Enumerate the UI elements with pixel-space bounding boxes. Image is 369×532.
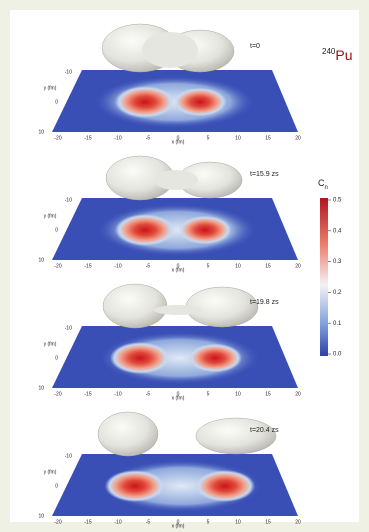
colorbar-tick-label: 0.2 bbox=[333, 290, 342, 296]
time-label: t=19.8 zs bbox=[250, 299, 279, 306]
y-axis-label: y (fm) bbox=[44, 213, 57, 219]
nucleus-lobe bbox=[102, 283, 168, 329]
x-tick-label: 0 bbox=[177, 135, 180, 141]
density-blob bbox=[178, 215, 232, 245]
density-blob bbox=[195, 470, 255, 502]
x-tick-label: -5 bbox=[146, 391, 151, 397]
y-axis-label: y (fm) bbox=[44, 469, 57, 475]
isotope-mass: 240 bbox=[322, 47, 336, 56]
x-tick-label: 15 bbox=[265, 519, 271, 525]
panel: -20 -15 -10 -5 0 5 10 15 20 x (fm) -10 0 10 y (fm) t=1… bbox=[38, 155, 301, 273]
x-tick-label: 0 bbox=[177, 391, 180, 397]
x-tick-label: 0 bbox=[177, 263, 180, 269]
x-tick-label: 15 bbox=[265, 263, 271, 269]
y-axis-label: y (fm) bbox=[44, 85, 57, 91]
colorbar-gradient bbox=[320, 198, 328, 356]
y-tick-label: 0 bbox=[55, 355, 58, 361]
time-label: t=0 bbox=[250, 43, 260, 50]
density-blob bbox=[188, 343, 242, 373]
x-tick-label: 5 bbox=[207, 135, 210, 141]
x-tick-label: 20 bbox=[295, 519, 301, 525]
panel: -20 -15 -10 -5 0 5 10 15 20 x (fm) -10 0 10 y (fm) t=0 bbox=[38, 23, 301, 145]
colorbar-symbol: C bbox=[318, 178, 325, 188]
x-tick-label: 20 bbox=[295, 391, 301, 397]
nucleus-neck bbox=[154, 305, 202, 315]
x-tick-label: 10 bbox=[235, 391, 241, 397]
y-tick-label: 10 bbox=[38, 257, 44, 263]
x-tick-label: -15 bbox=[84, 263, 91, 269]
x-tick-label: -20 bbox=[54, 135, 61, 141]
x-axis-label: x (fm) bbox=[172, 395, 185, 401]
x-tick-label: -5 bbox=[146, 263, 151, 269]
y-tick-label: 10 bbox=[38, 513, 44, 519]
y-tick-label: 10 bbox=[38, 129, 44, 135]
y-tick-label: -10 bbox=[65, 325, 72, 331]
x-tick-label: 0 bbox=[177, 519, 180, 525]
y-axis-label: y (fm) bbox=[44, 341, 57, 347]
x-tick-label: -15 bbox=[84, 135, 91, 141]
y-tick-label: 0 bbox=[55, 227, 58, 233]
y-tick-label: -10 bbox=[65, 197, 72, 203]
nucleus-neck bbox=[142, 32, 198, 68]
x-tick-label: -5 bbox=[146, 519, 151, 525]
x-tick-label: -20 bbox=[54, 519, 61, 525]
density-blob bbox=[110, 342, 170, 374]
nucleus-lobe bbox=[97, 411, 159, 457]
x-tick-label: 5 bbox=[207, 519, 210, 525]
y-tick-label: 0 bbox=[55, 99, 58, 105]
x-tick-label: 5 bbox=[207, 263, 210, 269]
nucleus-neck bbox=[154, 170, 198, 190]
x-axis-label: x (fm) bbox=[172, 523, 185, 529]
x-tick-label: 15 bbox=[265, 135, 271, 141]
x-tick-label: 10 bbox=[235, 263, 241, 269]
density-blob bbox=[115, 214, 175, 246]
colorbar-tick-label: 0.0 bbox=[333, 352, 342, 358]
colorbar-label: Cn bbox=[318, 178, 328, 190]
x-tick-label: 20 bbox=[295, 135, 301, 141]
x-tick-label: 10 bbox=[235, 519, 241, 525]
density-blob bbox=[173, 87, 227, 117]
x-tick-label: -10 bbox=[114, 391, 121, 397]
y-tick-label: 10 bbox=[38, 385, 44, 391]
time-label: t=20.4 zs bbox=[250, 427, 279, 434]
x-tick-label: -20 bbox=[54, 391, 61, 397]
x-tick-label: 20 bbox=[295, 263, 301, 269]
x-axis-label: x (fm) bbox=[172, 139, 185, 145]
nucleus-lobe bbox=[195, 417, 277, 455]
isotope-label: 240Pu bbox=[322, 47, 352, 63]
x-tick-label: -10 bbox=[114, 263, 121, 269]
isotope-symbol: Pu bbox=[335, 47, 352, 63]
y-tick-label: -10 bbox=[65, 453, 72, 459]
colorbar-tick-label: 0.4 bbox=[333, 228, 342, 234]
x-tick-label: 10 bbox=[235, 135, 241, 141]
x-tick-label: -15 bbox=[84, 391, 91, 397]
panel: -20 -15 -10 -5 0 5 10 15 20 x (fm) -10 0 10 y (fm) t=1… bbox=[38, 283, 301, 401]
x-tick-label: 5 bbox=[207, 391, 210, 397]
y-tick-label: -10 bbox=[65, 69, 72, 75]
x-tick-label: -15 bbox=[84, 519, 91, 525]
x-tick-label: 15 bbox=[265, 391, 271, 397]
x-tick-label: -10 bbox=[114, 135, 121, 141]
x-tick-label: -10 bbox=[114, 519, 121, 525]
colorbar-tick-label: 0.5 bbox=[333, 198, 342, 204]
time-label: t=15.9 zs bbox=[250, 171, 279, 178]
x-tick-label: -20 bbox=[54, 263, 61, 269]
panel: -20 -15 -10 -5 0 5 10 15 20 x (fm) -10 0 10 y (fm) t=2… bbox=[38, 411, 301, 529]
y-tick-label: 0 bbox=[55, 483, 58, 489]
x-tick-label: -5 bbox=[146, 135, 151, 141]
x-axis-label: x (fm) bbox=[172, 267, 185, 273]
density-blob bbox=[115, 86, 175, 118]
colorbar-tick-label: 0.3 bbox=[333, 259, 342, 265]
density-blob bbox=[105, 470, 165, 502]
colorbar-tick-label: 0.1 bbox=[333, 321, 342, 327]
colorbar: Cn 0.5 0.4 0.3 0.2 0.1 0.0 bbox=[318, 178, 342, 357]
colorbar-subscript: n bbox=[325, 185, 328, 191]
